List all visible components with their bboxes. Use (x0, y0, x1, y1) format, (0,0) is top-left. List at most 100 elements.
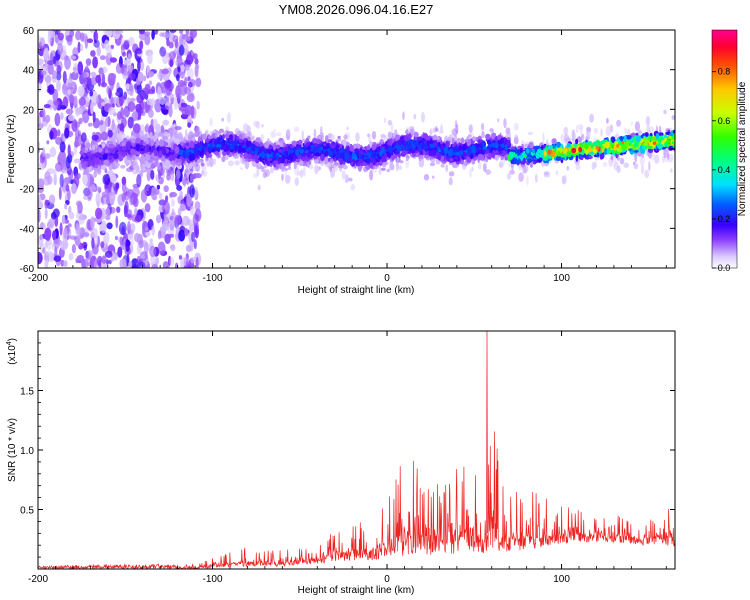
heatmap-cell (637, 129, 642, 135)
heatmap-cell (542, 132, 545, 143)
heatmap-cell (244, 159, 250, 170)
heatmap-cell (82, 173, 88, 186)
heatmap-cell (663, 109, 667, 115)
heatmap-cell (49, 146, 57, 158)
heatmap-cell (139, 150, 145, 155)
heatmap-cell (633, 150, 639, 153)
heatmap-cell (38, 123, 44, 129)
heatmap-cell (275, 141, 281, 146)
heatmap-cell (189, 30, 198, 39)
heatmap-cell (169, 245, 175, 249)
heatmap-cell (39, 222, 46, 231)
heatmap-cell (526, 176, 529, 186)
heatmap-cell (424, 154, 430, 159)
heatmap-cell (96, 45, 101, 57)
heatmap-cell (627, 128, 631, 137)
heatmap-cell (194, 186, 198, 199)
heatmap-cell (460, 137, 465, 145)
heatmap-cell (38, 148, 41, 154)
heatmap-cell (575, 138, 579, 145)
heatmap-cell (127, 101, 136, 112)
heatmap-cell (307, 135, 311, 139)
heatmap-cell (398, 165, 402, 170)
heatmap-cell (104, 250, 113, 258)
heatmap-cell (630, 121, 634, 126)
heatmap-cell (276, 154, 279, 159)
heatmap-cell (95, 192, 102, 207)
heatmap-cell (178, 229, 186, 242)
heatmap-cell (344, 174, 349, 184)
heatmap-cell (610, 155, 614, 160)
heatmap-cell (59, 141, 66, 153)
heatmap-cell (346, 126, 349, 131)
heatmap-cell (68, 253, 74, 261)
heatmap-cell (671, 115, 675, 120)
heatmap-cell (259, 165, 265, 170)
heatmap-cell (148, 109, 154, 118)
heatmap-cell (158, 241, 165, 246)
heatmap-cell (109, 195, 115, 204)
heatmap-cell (129, 91, 134, 97)
heatmap-cell (576, 136, 583, 143)
heatmap-cell (125, 167, 134, 173)
heatmap-cell (65, 155, 71, 169)
heatmap-cell (67, 114, 75, 122)
heatmap-cell (63, 227, 68, 240)
heatmap-cell (71, 71, 79, 81)
heatmap-cell (126, 221, 131, 235)
heatmap-cell (633, 163, 639, 170)
heatmap-cell (448, 171, 455, 177)
heatmap-cell (156, 184, 161, 190)
heatmap-cell (87, 122, 93, 127)
heatmap-cell (402, 111, 405, 120)
heatmap-cell (168, 154, 174, 162)
heatmap-cell (120, 227, 126, 234)
figure-title: YM08.2026.096.04.16.E27 (279, 2, 434, 17)
heatmap-cell (181, 215, 190, 226)
heatmap-cell (131, 138, 136, 141)
heatmap-cell (76, 255, 85, 261)
heatmap-cell (86, 38, 94, 43)
heatmap-cell (138, 239, 144, 249)
heatmap-cell (514, 134, 519, 142)
heatmap-cell (123, 91, 128, 100)
heatmap-cell (128, 73, 136, 80)
heatmap-cell (571, 132, 577, 144)
heatmap-cell (90, 216, 95, 229)
heatmap-cell (644, 169, 650, 179)
heatmap-cell (53, 168, 57, 181)
heatmap-cell (285, 174, 291, 184)
heatmap-cell (68, 211, 75, 220)
heatmap-cell (95, 31, 99, 42)
heatmap-cell (71, 183, 77, 195)
heatmap-cell (269, 166, 274, 174)
heatmap-cell (284, 163, 288, 167)
heatmap-cell (132, 110, 139, 121)
heatmap-cell (151, 263, 159, 268)
heatmap-cell (44, 208, 48, 220)
heatmap-cell (281, 173, 284, 181)
heatmap-cell (409, 128, 414, 135)
heatmap-cell (170, 198, 175, 207)
heatmap-cell (586, 126, 592, 133)
heatmap-cell (56, 64, 62, 75)
heatmap-cell (610, 142, 615, 147)
heatmap-cell (593, 127, 598, 134)
heatmap-cell (575, 162, 581, 171)
heatmap-cell (189, 184, 195, 198)
heatmap-cell (298, 139, 303, 144)
heatmap-cell (183, 43, 189, 56)
heatmap-cell (100, 220, 107, 234)
heatmap-cell (177, 67, 181, 72)
heatmap-cell (127, 64, 134, 73)
heatmap-cell (146, 123, 149, 127)
heatmap-cell (132, 169, 137, 175)
heatmap-cell (634, 121, 641, 131)
heatmap-cell (169, 30, 177, 33)
heatmap-cell (179, 190, 183, 199)
heatmap-cell (78, 97, 87, 106)
heatmap-cell (45, 250, 54, 256)
heatmap-cell (95, 142, 99, 148)
heatmap-cell (672, 133, 675, 141)
heatmap-cell (60, 259, 65, 267)
